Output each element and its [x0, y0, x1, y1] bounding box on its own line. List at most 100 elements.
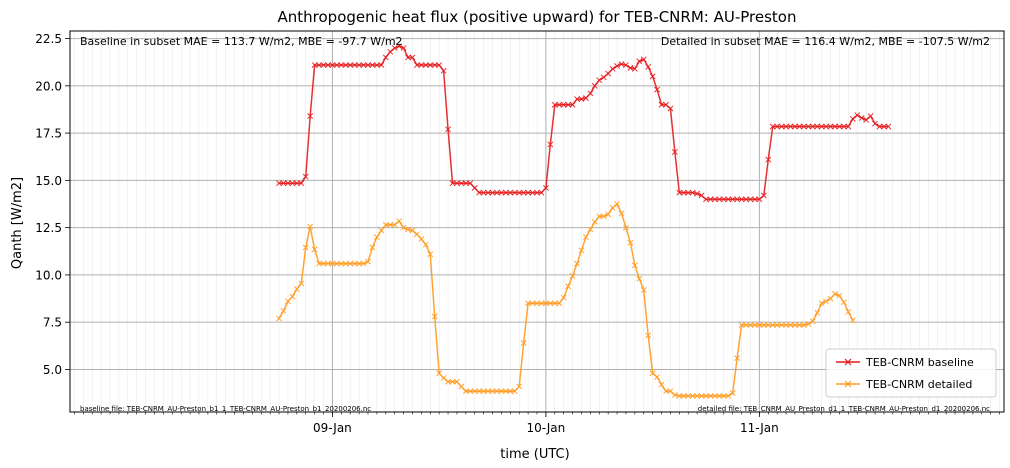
data-point-baseline	[760, 192, 767, 199]
data-point-detailed	[542, 300, 549, 307]
data-point-detailed	[325, 260, 331, 267]
data-point-baseline	[711, 196, 718, 203]
data-point-baseline	[284, 180, 291, 187]
data-point-detailed	[413, 231, 420, 238]
data-point-baseline	[462, 180, 469, 187]
data-point-baseline	[556, 101, 563, 108]
data-point-detailed	[534, 300, 540, 307]
data-point-detailed	[618, 210, 625, 217]
data-point-detailed	[320, 260, 327, 267]
data-point-detailed	[307, 223, 314, 230]
data-point-baseline	[347, 62, 354, 68]
data-point-detailed	[600, 213, 607, 220]
data-point-baseline	[356, 62, 363, 68]
data-point-baseline	[787, 123, 794, 130]
data-point-detailed	[787, 322, 794, 328]
data-point-detailed	[467, 388, 474, 395]
data-point-detailed	[622, 224, 629, 231]
data-point-baseline	[547, 141, 554, 148]
y-tick-label: 15.0	[35, 174, 62, 188]
data-point-baseline	[333, 62, 340, 68]
data-point-detailed	[765, 322, 772, 328]
data-point-baseline	[685, 189, 692, 196]
data-point-baseline	[796, 123, 803, 130]
data-point-detailed	[578, 247, 585, 254]
data-point-baseline	[458, 180, 465, 187]
data-point-baseline	[818, 123, 825, 130]
data-point-detailed	[676, 392, 683, 399]
data-point-baseline	[783, 123, 790, 130]
data-point-detailed	[738, 322, 745, 328]
data-point-baseline	[605, 70, 612, 77]
y-tick-label: 12.5	[35, 221, 62, 235]
data-point-baseline	[800, 123, 807, 130]
data-point-detailed	[840, 299, 847, 306]
data-point-baseline	[778, 123, 785, 130]
data-point-detailed	[671, 392, 678, 398]
data-point-detailed	[703, 392, 709, 399]
data-point-detailed	[556, 300, 563, 307]
data-point-detailed	[818, 300, 825, 307]
data-point-baseline	[738, 196, 745, 203]
y-tick-label: 22.5	[35, 32, 62, 46]
legend-marker-baseline	[844, 358, 852, 366]
data-point-detailed	[569, 272, 576, 279]
data-point-baseline	[734, 196, 741, 203]
data-point-detailed	[774, 322, 781, 328]
data-point-baseline	[365, 62, 371, 68]
data-point-detailed	[525, 300, 532, 307]
data-point-detailed	[302, 244, 309, 251]
data-point-baseline	[792, 123, 798, 130]
data-point-detailed	[396, 218, 403, 224]
data-point-baseline	[329, 62, 336, 68]
data-point-baseline	[836, 123, 843, 130]
data-point-baseline	[293, 180, 300, 187]
data-point-baseline	[765, 156, 772, 163]
data-point-baseline	[694, 190, 701, 197]
data-point-baseline	[747, 196, 754, 203]
legend-label-baseline: TEB-CNRM baseline	[865, 356, 974, 369]
data-point-detailed	[431, 313, 438, 320]
data-point-baseline	[631, 65, 638, 72]
data-point-baseline	[840, 123, 847, 130]
data-point-detailed	[298, 280, 305, 287]
data-point-baseline	[774, 123, 781, 130]
data-point-baseline	[872, 120, 878, 127]
data-point-detailed	[805, 321, 812, 328]
data-point-detailed	[449, 378, 456, 385]
data-point-detailed	[471, 388, 478, 395]
data-point-detailed	[640, 287, 647, 293]
data-point-detailed	[707, 392, 714, 399]
data-point-detailed	[716, 392, 723, 399]
data-point-detailed	[587, 226, 594, 233]
data-point-detailed	[582, 234, 589, 241]
data-point-baseline	[809, 123, 816, 130]
data-point-baseline	[618, 61, 625, 68]
data-point-baseline	[427, 62, 434, 68]
data-point-baseline	[431, 62, 438, 68]
data-point-detailed	[823, 298, 830, 305]
data-point-baseline	[667, 105, 674, 112]
data-point-detailed	[507, 388, 514, 395]
data-point-detailed	[498, 388, 505, 395]
data-point-detailed	[476, 388, 483, 395]
data-point-detailed	[743, 322, 749, 328]
y-axis-label: Qanth [W/m2]	[10, 177, 25, 269]
data-point-detailed	[760, 322, 767, 328]
data-point-detailed	[458, 383, 465, 390]
data-point-detailed	[756, 322, 763, 328]
detailed-file-note: detailed file: TEB_CNRM_AU_Preston_d1_1_…	[698, 405, 990, 413]
data-point-detailed	[369, 244, 376, 251]
data-point-baseline	[396, 43, 403, 50]
data-point-baseline	[516, 189, 523, 196]
series-line-baseline	[279, 45, 889, 201]
x-axis-label: time (UTC)	[500, 447, 569, 462]
data-point-detailed	[333, 260, 340, 267]
data-point-baseline	[413, 62, 420, 68]
data-point-detailed	[400, 224, 407, 231]
data-point-baseline	[845, 123, 852, 130]
data-point-detailed	[809, 318, 816, 325]
data-point-baseline	[551, 101, 558, 108]
baseline-file-note: baseline file: TEB-CNRM_AU-Preston_b1_1_…	[80, 405, 371, 413]
data-point-baseline	[885, 123, 892, 130]
